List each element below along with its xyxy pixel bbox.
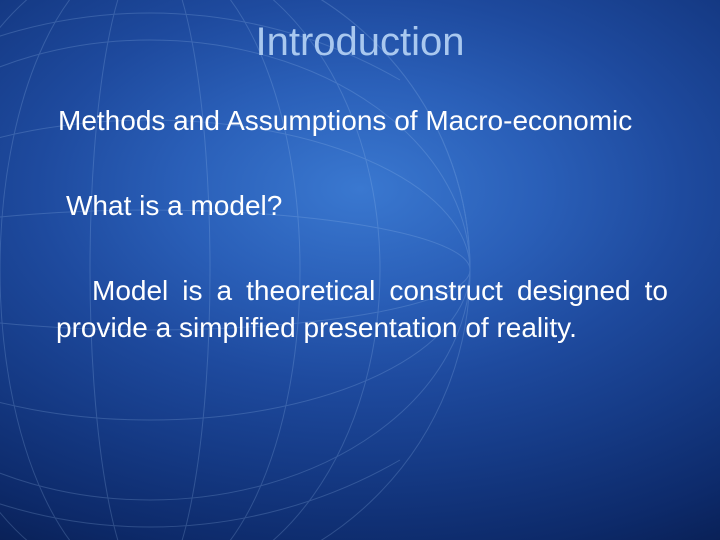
slide-subtitle: Methods and Assumptions of Macro-economi… — [58, 103, 672, 140]
slide-definition: Model is a theoretical construct designe… — [56, 273, 668, 347]
slide-question: What is a model? — [66, 188, 672, 225]
slide-title: Introduction — [48, 20, 672, 65]
slide-content: Introduction Methods and Assumptions of … — [0, 0, 720, 540]
